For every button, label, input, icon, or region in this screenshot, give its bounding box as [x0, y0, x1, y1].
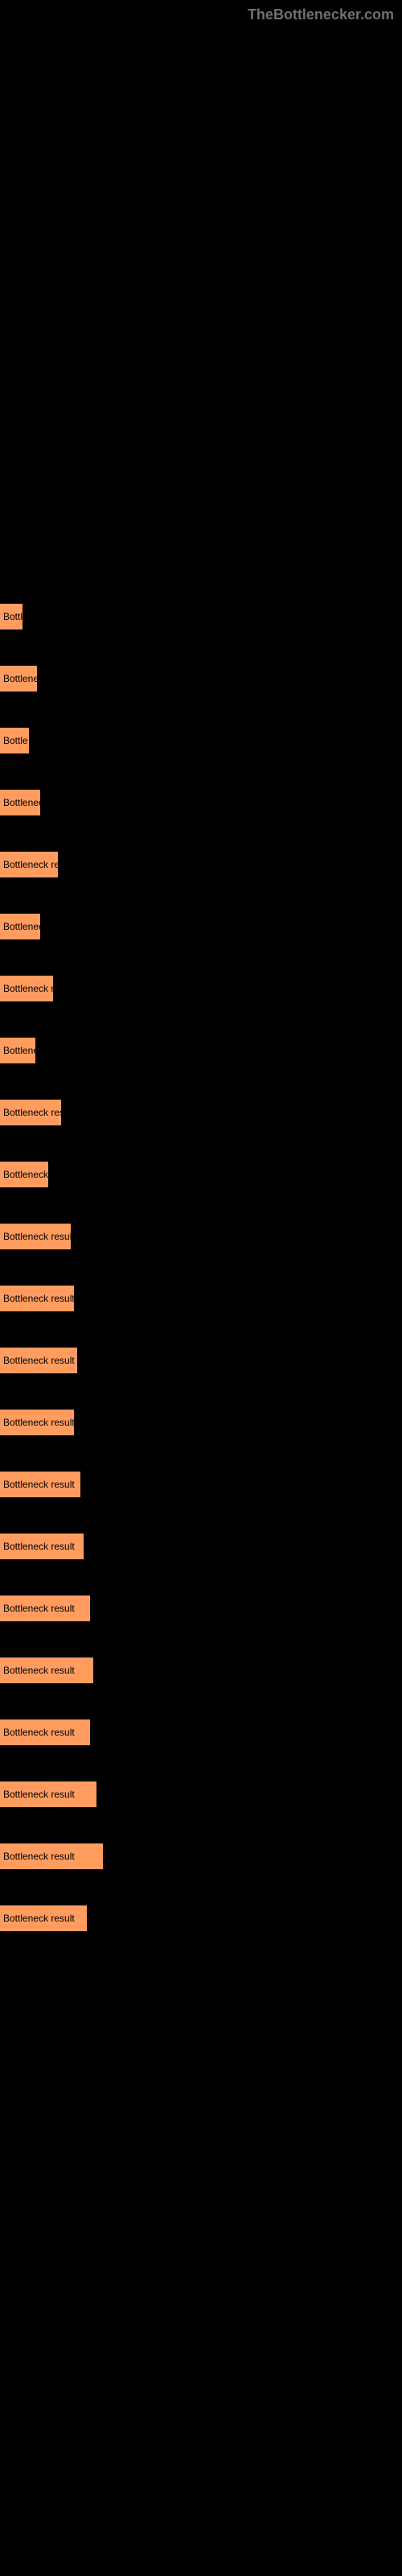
bottleneck-bar: Bottleneck result — [0, 1472, 80, 1497]
bar-row: Bottleneck result — [0, 1657, 402, 1683]
bar-row: Bottleneck resu — [0, 1100, 402, 1125]
bottleneck-bar: Bottleneck result — [0, 1534, 84, 1559]
bar-row: Bottleneck — [0, 790, 402, 815]
bottleneck-bar: Bottleneck result — [0, 1843, 103, 1869]
bar-row: Bottleneck result — [0, 1843, 402, 1869]
bottleneck-bar: Bottleneck resu — [0, 1100, 61, 1125]
bar-row: Bottleneck result — [0, 1286, 402, 1311]
bottleneck-bar: Bottleneck r — [0, 1162, 48, 1187]
bar-row: Bottlenec — [0, 1038, 402, 1063]
bar-row: Bottleneck — [0, 914, 402, 939]
bottleneck-bar: Bottleneck result — [0, 1596, 90, 1621]
bottleneck-bar: Bottleneck re — [0, 976, 53, 1001]
bottleneck-bar: Bottleneck result — [0, 1657, 93, 1683]
bar-row: Bottleneck res — [0, 852, 402, 877]
bottleneck-bar-chart: Bottl Bottleneck Bottle Bottleneck Bottlenec… — [0, 604, 402, 1967]
bar-row: Bottle — [0, 728, 402, 753]
bar-row: Bottleneck result — [0, 1348, 402, 1373]
bottleneck-bar: Bottlenec — [0, 1038, 35, 1063]
bottleneck-bar: Bottleneck result — [0, 1781, 96, 1807]
bar-row: Bottleneck result — [0, 1534, 402, 1559]
bottleneck-bar: Bottleneck result — [0, 1286, 74, 1311]
bottleneck-bar: Bottleneck result — [0, 1348, 77, 1373]
bottleneck-bar: Bottleneck — [0, 914, 40, 939]
bar-row: Bottleneck re — [0, 976, 402, 1001]
bottleneck-bar: Bottl — [0, 604, 23, 630]
bar-row: Bottleneck result — [0, 1410, 402, 1435]
bottleneck-bar: Bottleneck — [0, 790, 40, 815]
bar-row: Bottl — [0, 604, 402, 630]
watermark-text: TheBottlenecker.com — [248, 6, 394, 23]
bar-row: Bottleneck result — [0, 1224, 402, 1249]
bar-row: Bottleneck — [0, 666, 402, 691]
bottleneck-bar: Bottle — [0, 728, 29, 753]
bottleneck-bar: Bottleneck res — [0, 852, 58, 877]
bottleneck-bar: Bottleneck — [0, 666, 37, 691]
bottleneck-bar: Bottleneck result — [0, 1719, 90, 1745]
bar-row: Bottleneck result — [0, 1719, 402, 1745]
bottleneck-bar: Bottleneck result — [0, 1224, 71, 1249]
bottleneck-bar: Bottleneck result — [0, 1410, 74, 1435]
bar-row: Bottleneck result — [0, 1781, 402, 1807]
bar-row: Bottleneck result — [0, 1905, 402, 1931]
bar-row: Bottleneck result — [0, 1472, 402, 1497]
bar-row: Bottleneck result — [0, 1596, 402, 1621]
bottleneck-bar: Bottleneck result — [0, 1905, 87, 1931]
bar-row: Bottleneck r — [0, 1162, 402, 1187]
